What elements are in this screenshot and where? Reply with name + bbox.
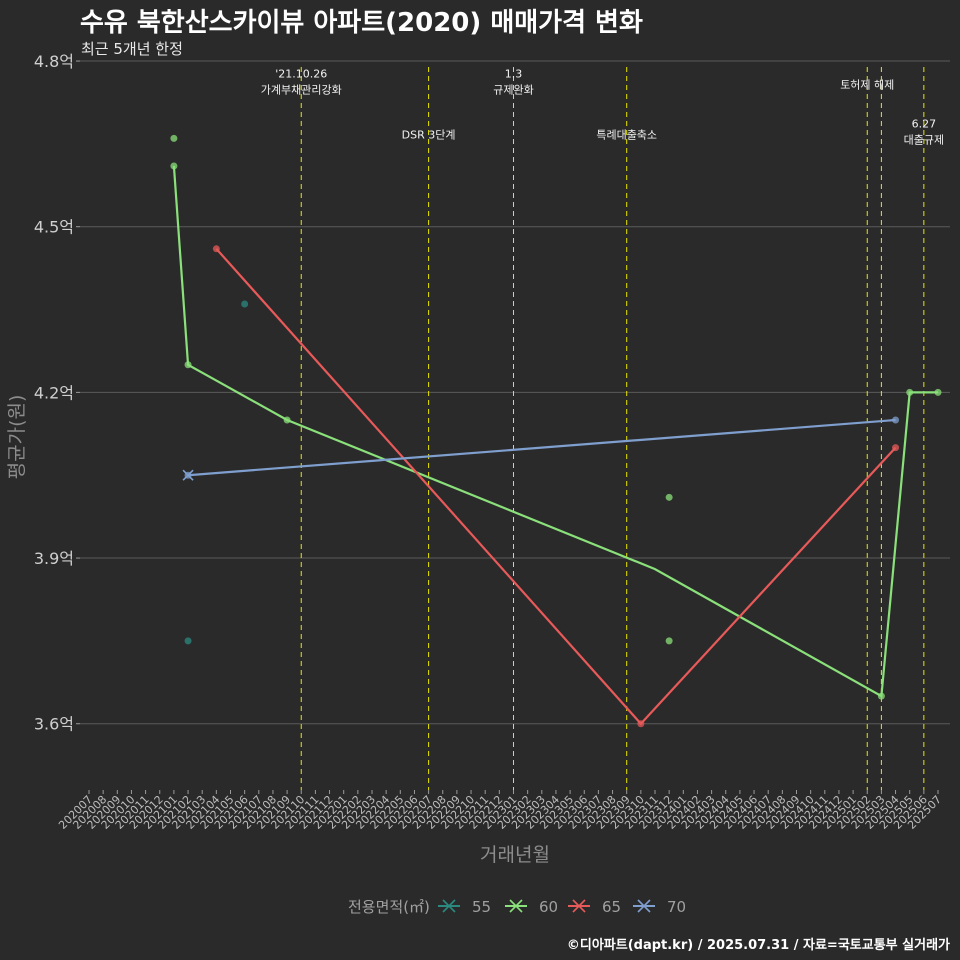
data-point-60 bbox=[184, 361, 192, 369]
y-tick-label: 3.9억 bbox=[34, 549, 74, 568]
y-axis-title: 평균가(원) bbox=[6, 395, 28, 480]
event-label: 특례대출축소 bbox=[596, 128, 657, 141]
legend-label-70: 70 bbox=[667, 898, 686, 916]
event-label: 토허제 해제 bbox=[840, 78, 894, 92]
grid-lines bbox=[80, 60, 950, 725]
series-line-65 bbox=[215, 248, 897, 726]
series-layer bbox=[170, 134, 942, 728]
legend-label-60: 60 bbox=[539, 898, 558, 916]
legend-title: 전용면적(㎡) bbox=[348, 898, 430, 916]
series-line-60 bbox=[172, 165, 938, 698]
data-point-55 bbox=[241, 300, 249, 308]
data-point-60 bbox=[283, 416, 291, 424]
data-point-65 bbox=[212, 245, 220, 253]
data-point-70 bbox=[892, 416, 900, 424]
data-point-65 bbox=[892, 444, 900, 452]
data-point-marker-70 bbox=[182, 469, 194, 481]
x-axis-ticks: 2020072020082020092020102020112020122021… bbox=[56, 790, 944, 832]
data-point-60 bbox=[665, 637, 673, 645]
x-axis-title: 거래년월 bbox=[480, 844, 550, 866]
source-caption: ©디아파트(dapt.kr) / 2025.07.31 / 자료=국토교통부 실… bbox=[566, 938, 950, 953]
event-label: 1.3 bbox=[505, 68, 523, 81]
y-tick-label: 4.8억 bbox=[34, 52, 74, 71]
event-label: 6.27 bbox=[912, 117, 937, 130]
data-point-65 bbox=[637, 720, 645, 728]
y-tick-label: 4.2억 bbox=[34, 383, 74, 402]
data-point-60 bbox=[665, 493, 673, 501]
legend-label-55: 55 bbox=[472, 898, 491, 916]
event-label: 대출규제 bbox=[904, 133, 944, 146]
legend-key-55 bbox=[442, 899, 456, 913]
y-tick-label: 3.6억 bbox=[34, 715, 74, 734]
legend-key-60 bbox=[509, 899, 523, 913]
series-line-70 bbox=[187, 418, 896, 477]
data-point-60 bbox=[877, 692, 885, 700]
legend-key-70 bbox=[637, 899, 651, 913]
y-axis-ticks: 3.6억 3.9억 4.2억 4.5억 4.8억 bbox=[34, 52, 80, 734]
legend: 전용면적(㎡) 55 60 65 70 bbox=[348, 898, 686, 916]
data-point-60 bbox=[170, 134, 178, 142]
data-point-60 bbox=[906, 388, 914, 396]
legend-key-65 bbox=[572, 899, 586, 913]
event-label: 규제완화 bbox=[493, 84, 533, 97]
y-tick-label: 4.5억 bbox=[34, 218, 74, 237]
event-label: 가계부채관리강화 bbox=[261, 84, 342, 97]
data-point-55 bbox=[184, 637, 192, 645]
chart-subtitle: 최근 5개년 한정 bbox=[81, 40, 183, 58]
legend-label-65: 65 bbox=[602, 898, 621, 916]
chart-title: 수유 북한산스카이뷰 아파트(2020) 매매가격 변화 bbox=[80, 8, 643, 38]
data-point-60 bbox=[934, 388, 942, 396]
event-label: DSR 3단계 bbox=[402, 128, 456, 141]
event-label: '21.10.26 bbox=[275, 68, 327, 81]
data-point-60 bbox=[170, 162, 178, 170]
